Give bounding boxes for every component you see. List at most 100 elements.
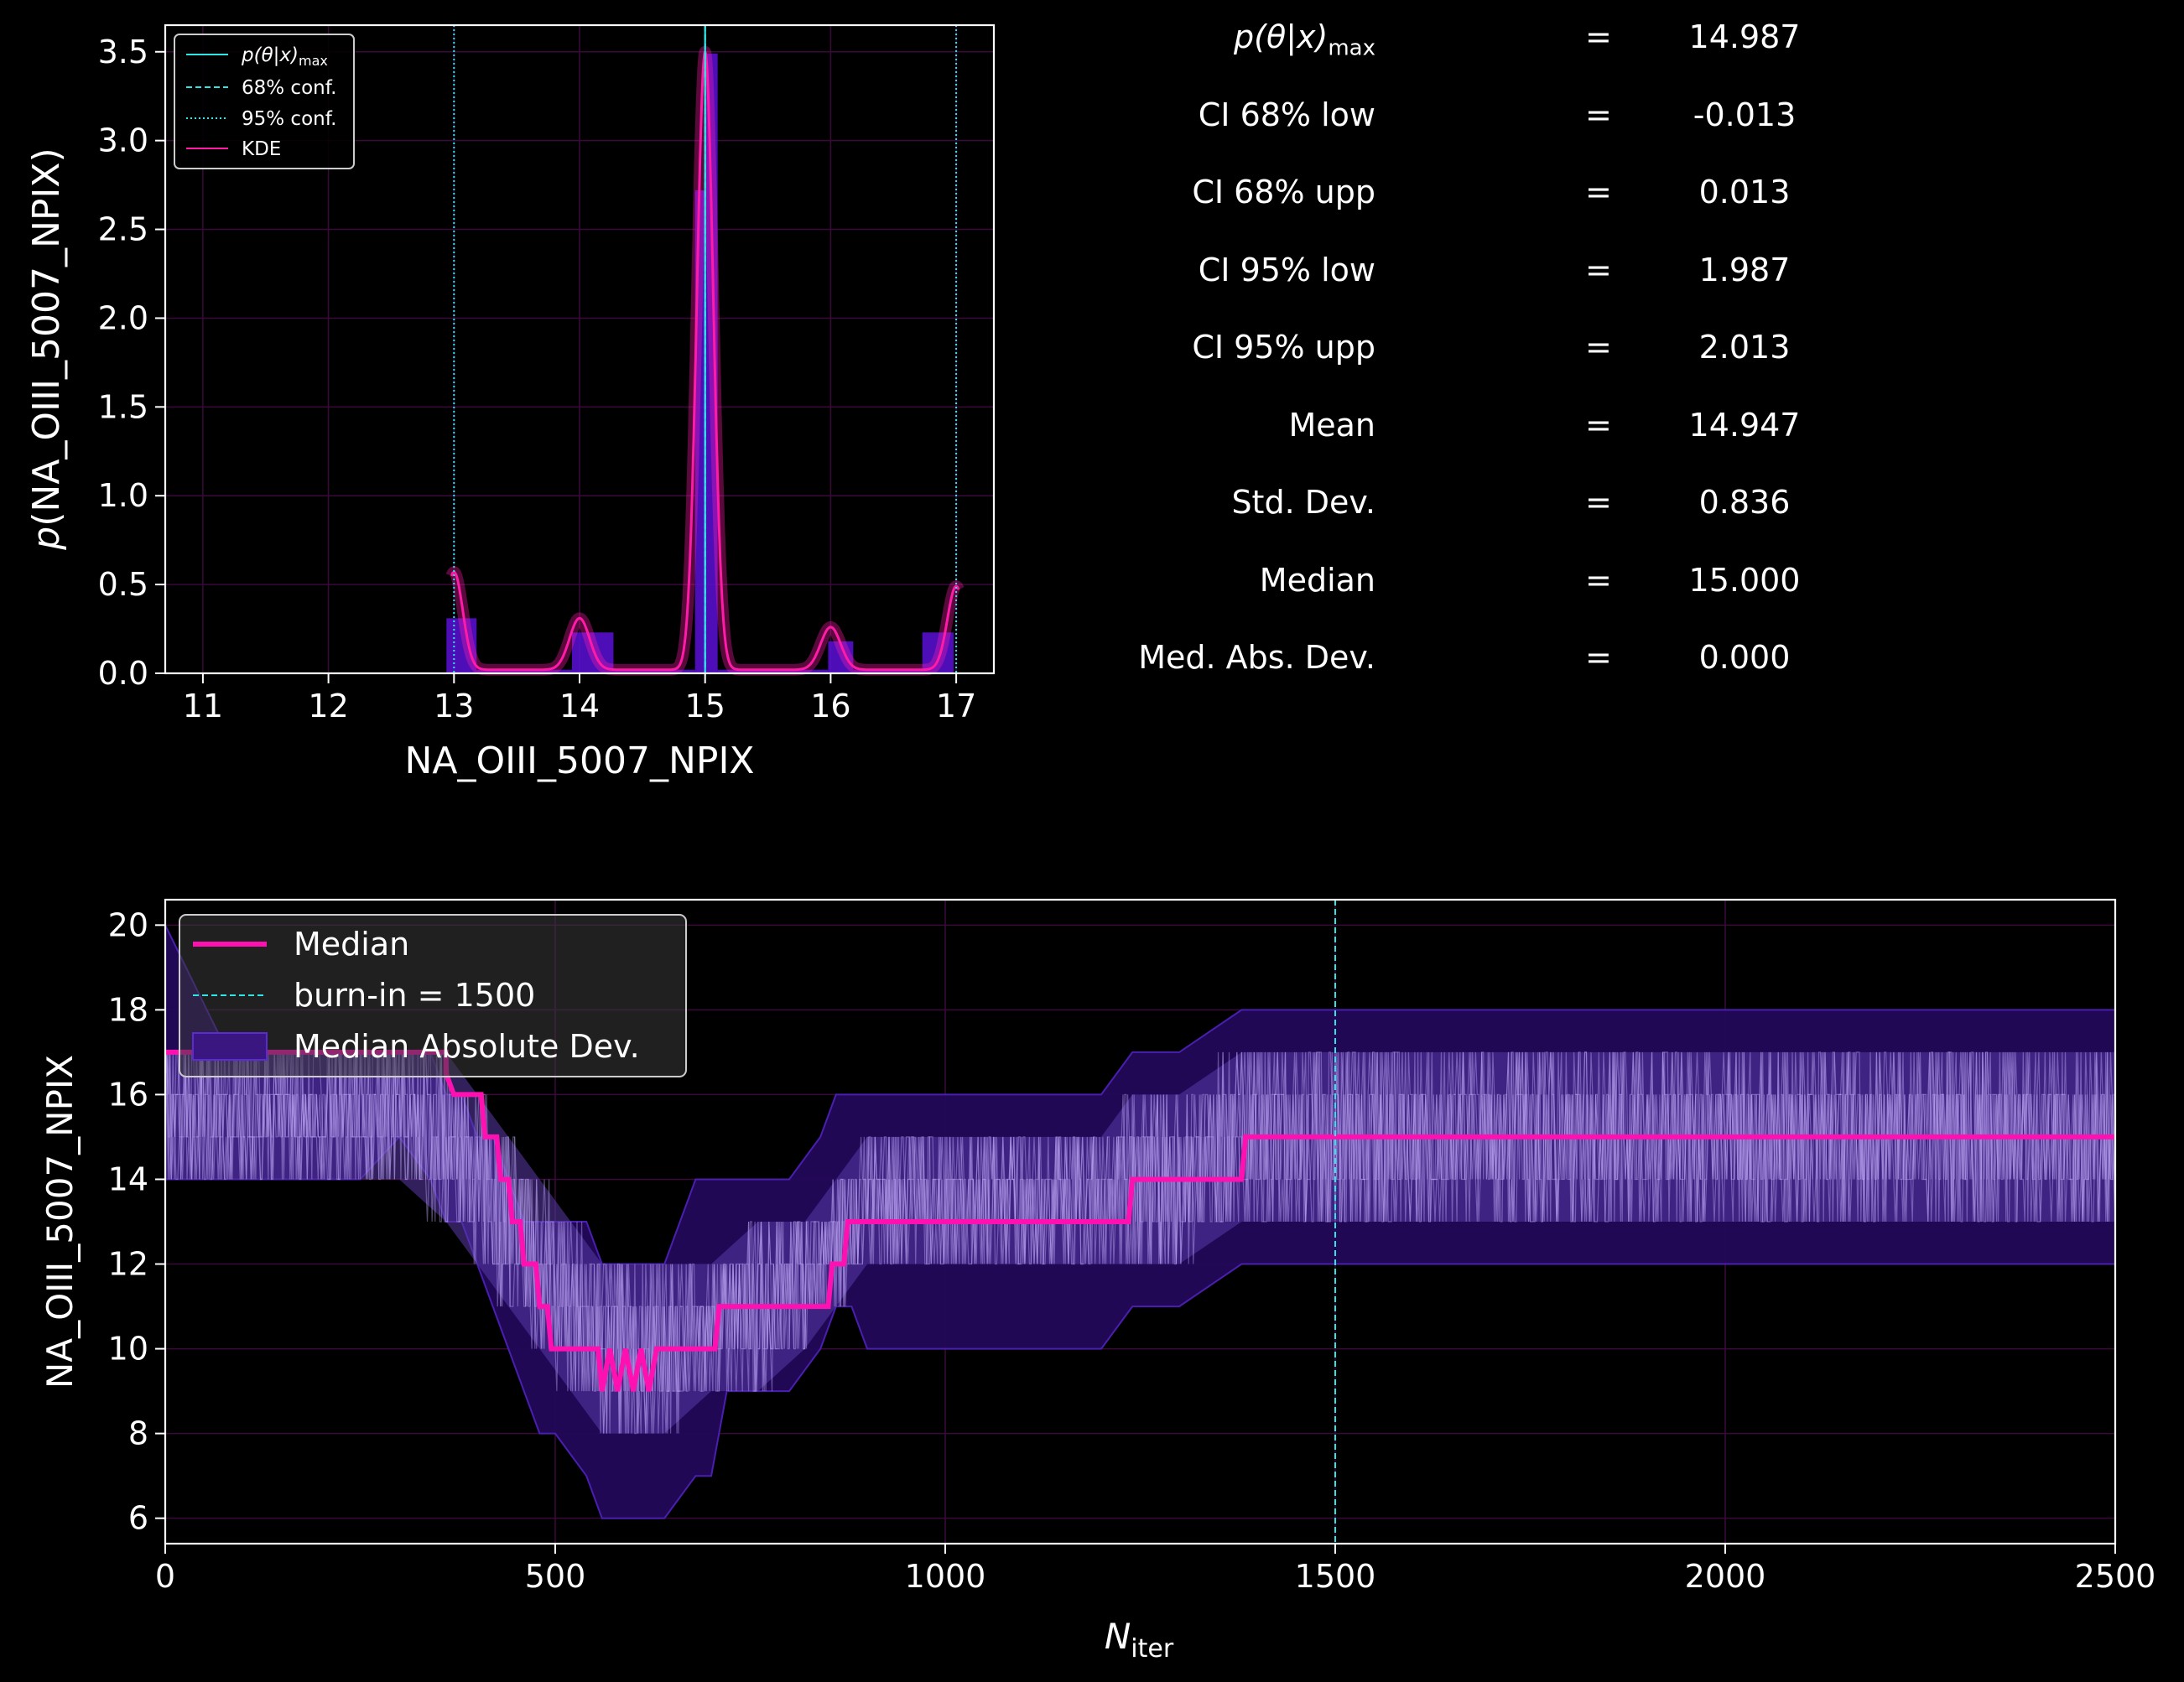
confidence-lines bbox=[453, 25, 958, 673]
stat-row: Median = 15.000 bbox=[1216, 562, 1870, 640]
stat-equals: = bbox=[1585, 329, 1612, 366]
median-polyline bbox=[165, 1049, 2115, 1392]
stat-label: Std. Dev. bbox=[1231, 484, 1375, 521]
y-tick-label: 0.0 bbox=[98, 655, 148, 692]
x-tick-label: 13 bbox=[434, 688, 474, 724]
histogram-bar bbox=[613, 669, 695, 673]
y-tick-label: 0.5 bbox=[98, 566, 148, 603]
legend-entry-kde: KDE bbox=[186, 138, 281, 160]
stat-value: 1.987 bbox=[1698, 251, 1791, 288]
chain-trace-plot: 0 500 1000 1500 2000 2500 6 8 10 12 14 16 18 20 Nite… bbox=[39, 898, 2155, 1664]
y-tick-label: 2.5 bbox=[98, 211, 148, 248]
stat-equals: = bbox=[1585, 18, 1612, 55]
stat-row: p(θ|x)max = 14.987 bbox=[1216, 18, 1870, 96]
y-tick-label: 16 bbox=[108, 1076, 148, 1113]
trace-x-axis-label: Niter bbox=[1105, 1616, 1174, 1664]
trace-legend: Median burn-in = 1500 Median Absolute De… bbox=[179, 914, 687, 1077]
y-tick-label: 20 bbox=[108, 906, 148, 943]
y-tick-label: 1.5 bbox=[98, 388, 148, 425]
walker-trace bbox=[165, 1051, 2116, 1434]
histogram-bar bbox=[853, 669, 923, 673]
svg-text:Median: Median bbox=[294, 926, 409, 963]
stat-row: CI 68% upp = 0.013 bbox=[1192, 174, 1870, 252]
stat-value: 15.000 bbox=[1688, 561, 1801, 599]
x-tick-label: 17 bbox=[936, 688, 976, 724]
trace-x-ticks: 0 500 1000 1500 2000 2500 bbox=[155, 1544, 2155, 1595]
stat-label: p(θ|x)max bbox=[1234, 18, 1375, 61]
y-tick-label: 12 bbox=[108, 1246, 148, 1283]
legend-entry-median: Median bbox=[193, 926, 409, 963]
svg-text:Median Absolute Dev.: Median Absolute Dev. bbox=[294, 1028, 640, 1065]
walker-traces bbox=[164, 1051, 2116, 1435]
y-tick-label: 14 bbox=[108, 1160, 148, 1197]
stat-label: Mean bbox=[1288, 406, 1375, 444]
stat-label: Median bbox=[1259, 561, 1375, 599]
y-tick-label: 18 bbox=[108, 991, 148, 1028]
histogram-legend: p(θ|x)max 68% conf. 95% conf. KDE bbox=[174, 34, 355, 169]
x-tick-label: 1500 bbox=[1295, 1558, 1376, 1595]
legend-entry-burn-in: burn-in = 1500 bbox=[193, 977, 535, 1014]
histogram-bar bbox=[586, 632, 614, 673]
stat-label: CI 95% upp bbox=[1192, 329, 1375, 366]
svg-text:68% conf.: 68% conf. bbox=[242, 77, 336, 99]
x-tick-label: 15 bbox=[685, 688, 725, 724]
x-tick-label: 14 bbox=[559, 688, 600, 724]
histogram-y-ticks: 0.0 0.5 1.0 1.5 2.0 2.5 3.0 3.5 bbox=[98, 34, 165, 692]
y-tick-label: 8 bbox=[128, 1415, 148, 1452]
stat-equals: = bbox=[1585, 406, 1612, 444]
y-tick-label: 3.0 bbox=[98, 122, 148, 159]
stat-row: Med. Abs. Dev. = 0.000 bbox=[1138, 639, 1870, 717]
stat-value: 14.947 bbox=[1688, 406, 1801, 444]
histogram-bar bbox=[717, 669, 829, 673]
histogram-x-ticks: 11 12 13 14 15 16 17 bbox=[183, 673, 976, 724]
summary-statistics: p(θ|x)max = 14.987 CI 68% low = -0.013 CI 68% … bbox=[1138, 18, 1870, 717]
stat-value: 2.013 bbox=[1698, 329, 1791, 366]
legend-entry-pmax: p(θ|x)max bbox=[186, 44, 328, 69]
x-tick-label: 12 bbox=[308, 688, 348, 724]
histogram-x-axis-label: NA_OIII_5007_NPIX bbox=[404, 740, 754, 782]
stat-value: 14.987 bbox=[1688, 18, 1801, 55]
stat-label: CI 95% low bbox=[1198, 251, 1375, 288]
posterior-histogram: 11 12 13 14 15 16 17 0.00.51.01.52.02.53.03.5 … bbox=[25, 23, 996, 782]
histogram-bar bbox=[572, 632, 587, 673]
y-tick-label: 10 bbox=[108, 1331, 148, 1368]
legend-entry-mad: Median Absolute Dev. bbox=[192, 1028, 640, 1065]
stat-row: CI 95% low = 1.987 bbox=[1199, 251, 1870, 330]
svg-text:KDE: KDE bbox=[242, 138, 281, 160]
svg-text:95% conf.: 95% conf. bbox=[242, 108, 336, 130]
y-tick-label: 3.5 bbox=[98, 34, 148, 70]
walker-trace bbox=[164, 1051, 2116, 1435]
histogram-bars bbox=[446, 53, 954, 673]
stat-value: 0.000 bbox=[1698, 639, 1791, 676]
stat-equals: = bbox=[1585, 96, 1612, 133]
histogram-bar bbox=[922, 632, 954, 673]
histogram-bar bbox=[694, 189, 705, 673]
stat-value: 0.836 bbox=[1698, 484, 1791, 521]
stat-equals: = bbox=[1585, 251, 1612, 288]
stat-equals: = bbox=[1585, 639, 1612, 676]
walker-trace bbox=[165, 1051, 2115, 1434]
histogram-bar bbox=[705, 53, 718, 673]
legend-entry-conf68: 68% conf. bbox=[186, 77, 336, 99]
y-tick-label: 6 bbox=[128, 1500, 148, 1537]
y-tick-label: 1.0 bbox=[98, 477, 148, 514]
histogram-bar bbox=[446, 618, 477, 673]
histogram-bar bbox=[476, 669, 573, 673]
trace-axes-frame bbox=[164, 898, 2117, 1545]
svg-text:p(θ|x)max: p(θ|x)max bbox=[241, 44, 328, 69]
stat-label: CI 68% low bbox=[1198, 96, 1375, 133]
histogram-y-axis-variable: NA_OIII_5007_NPIX bbox=[25, 162, 68, 511]
stat-row: Std. Dev. = 0.836 bbox=[1216, 484, 1870, 562]
stat-row: Mean = 14.947 bbox=[1216, 407, 1870, 485]
stat-equals: = bbox=[1585, 484, 1612, 521]
stat-label: CI 68% upp bbox=[1192, 174, 1375, 210]
x-tick-label: 0 bbox=[155, 1558, 175, 1595]
histogram-y-axis-label: p(NA_OIII_5007_NPIX) bbox=[25, 148, 68, 550]
stat-value: 0.013 bbox=[1698, 174, 1791, 210]
stat-equals: = bbox=[1585, 174, 1612, 210]
median-line bbox=[165, 1049, 2115, 1392]
x-tick-label: 1000 bbox=[905, 1558, 986, 1595]
stat-row: CI 95% upp = 2.013 bbox=[1192, 329, 1870, 407]
stat-label: Med. Abs. Dev. bbox=[1138, 639, 1375, 676]
